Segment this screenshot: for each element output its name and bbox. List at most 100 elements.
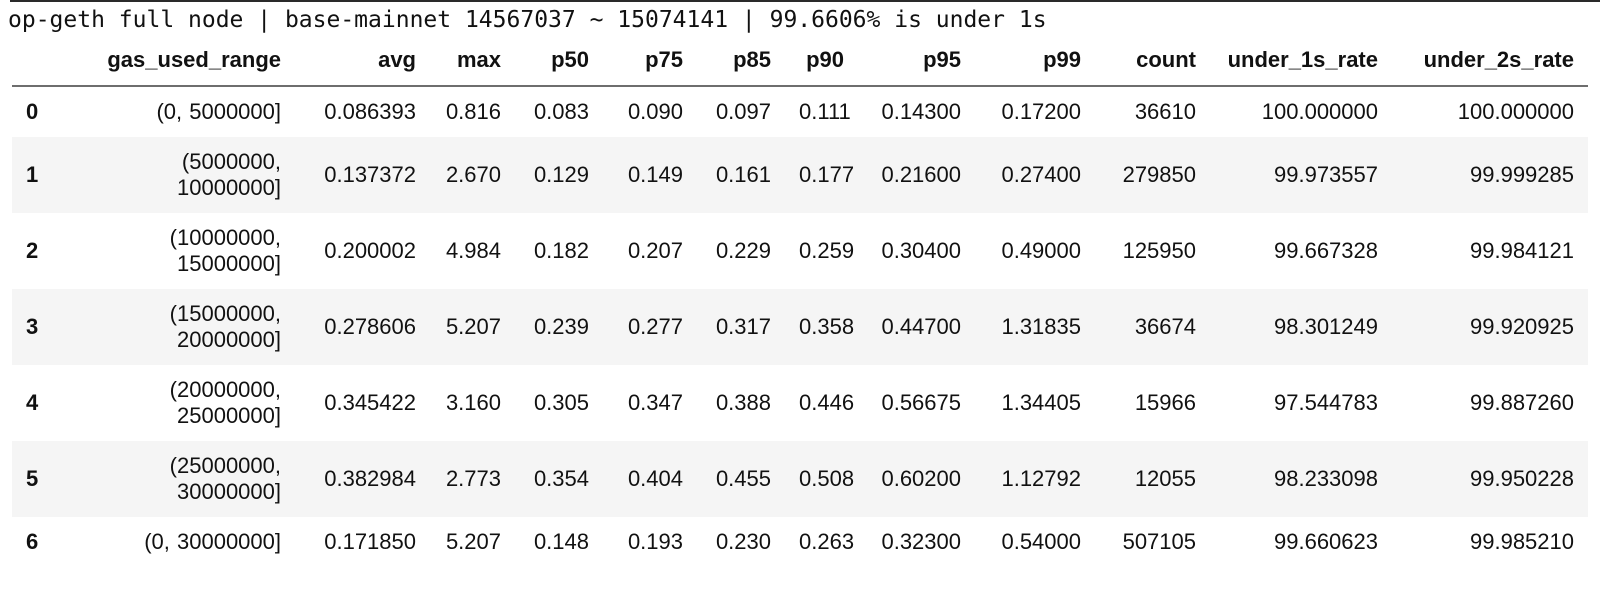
gas-used-range-cell: (0, 5000000]	[52, 86, 295, 137]
value-cell: 5.207	[445, 313, 501, 339]
gas-used-range-cell: (15000000, 20000000]	[52, 289, 295, 365]
value-cell: 0.171850	[324, 528, 416, 554]
row-index: 5	[26, 465, 39, 491]
column-header: p50	[515, 37, 603, 87]
value-cell: 99.660623	[1274, 528, 1378, 554]
column-header: under_1s_rate	[1210, 37, 1392, 87]
value-cell: 100.000000	[1457, 99, 1574, 125]
value-cell: 0.317	[715, 313, 771, 339]
index-column-header	[12, 37, 52, 87]
row-index: 4	[26, 389, 39, 415]
value-cell: 99.973557	[1274, 161, 1378, 187]
column-header: p95	[858, 37, 975, 87]
column-header: max	[430, 37, 515, 87]
value-cell: 0.137372	[324, 161, 416, 187]
value-cell: 0.193	[627, 528, 683, 554]
value-cell: 1.12792	[1001, 465, 1081, 491]
value-cell: 97.544783	[1274, 389, 1378, 415]
value-cell: 0.161	[715, 161, 771, 187]
row-index: 1	[26, 161, 39, 187]
value-cell: 0.44700	[881, 313, 961, 339]
value-cell: 0.816	[445, 99, 501, 125]
value-cell: 0.305	[533, 389, 589, 415]
value-cell: 15966	[1134, 389, 1196, 415]
column-header: p90	[785, 37, 858, 87]
gas-used-range-text: (0, 5000000]	[156, 99, 281, 125]
value-cell: 1.34405	[1001, 389, 1081, 415]
top-divider-rule	[10, 0, 1600, 2]
value-cell: 0.455	[715, 465, 771, 491]
value-cell: 0.148	[533, 528, 589, 554]
row-index: 2	[26, 237, 39, 263]
column-header: p99	[975, 37, 1095, 87]
value-cell: 12055	[1134, 465, 1196, 491]
column-header: p85	[697, 37, 785, 87]
gas-used-range-text: (15000000, 20000000]	[169, 300, 281, 352]
value-cell: 2.773	[445, 465, 501, 491]
value-cell: 0.30400	[881, 237, 961, 263]
value-cell: 0.182	[533, 237, 589, 263]
value-cell: 99.950228	[1470, 465, 1574, 491]
value-cell: 3.160	[445, 389, 501, 415]
value-cell: 0.54000	[1001, 528, 1081, 554]
gas-used-range-text: (5000000, 10000000]	[177, 149, 281, 200]
value-cell: 0.230	[715, 528, 771, 554]
value-cell: 0.404	[627, 465, 683, 491]
value-cell: 0.382984	[324, 465, 416, 491]
value-cell: 5.207	[445, 528, 501, 554]
value-cell: 0.083	[533, 99, 589, 125]
value-cell: 0.60200	[881, 465, 961, 491]
gas-used-range-cell: (5000000, 10000000]	[52, 137, 295, 213]
value-cell: 0.207	[627, 237, 683, 263]
table-row: 1 (5000000, 10000000] 0.137372 2.670 0.129 0.…	[12, 137, 1588, 213]
value-cell: 0.345422	[324, 389, 416, 415]
value-cell: 0.086393	[324, 99, 416, 125]
value-cell: 0.239	[533, 313, 589, 339]
value-cell: 0.17200	[1001, 99, 1081, 125]
value-cell: 99.985210	[1470, 528, 1574, 554]
gas-used-range-cell: (0, 30000000]	[52, 517, 295, 567]
column-header: count	[1095, 37, 1210, 87]
value-cell: 4.984	[445, 237, 501, 263]
table-row: 6 (0, 30000000] 0.171850 5.207 0.148 0.193 0.2…	[12, 517, 1588, 567]
dataframe-body: 0 (0, 5000000] 0.086393 0.816 0.083 0.090 0.09…	[12, 86, 1588, 567]
row-index: 0	[26, 99, 39, 124]
value-cell: 0.277	[627, 313, 683, 339]
value-cell: 0.229	[715, 237, 771, 263]
value-cell: 0.388	[715, 389, 771, 415]
value-cell: 0.149	[627, 161, 683, 187]
gas-used-range-cell: (25000000, 30000000]	[52, 441, 295, 517]
value-cell: 1.31835	[1001, 313, 1081, 339]
value-cell: 507105	[1122, 528, 1196, 554]
value-cell: 2.670	[445, 161, 501, 187]
dataframe-header: gas_used_range avg max p50 p75 p85 p90 p95 p99 co…	[12, 37, 1588, 87]
value-cell: 0.263	[799, 528, 855, 554]
value-cell: 98.301249	[1274, 313, 1378, 339]
table-row: 4 (20000000, 25000000] 0.345422 3.160 0.305 0…	[12, 365, 1588, 441]
value-cell: 0.49000	[1001, 237, 1081, 263]
column-header: p75	[603, 37, 697, 87]
value-cell: 0.129	[533, 161, 589, 187]
value-cell: 0.21600	[881, 161, 961, 187]
table-row: 0 (0, 5000000] 0.086393 0.816 0.083 0.090 0.09…	[12, 86, 1588, 137]
value-cell: 99.984121	[1470, 237, 1574, 263]
gas-used-range-text: (20000000, 25000000]	[169, 376, 281, 428]
value-cell: 0.358	[799, 313, 855, 339]
table-row: 2 (10000000, 15000000] 0.200002 4.984 0.182 0…	[12, 213, 1588, 289]
stdout-text: op-geth full node | base-mainnet 1456703…	[8, 7, 1047, 33]
value-cell: 99.887260	[1470, 389, 1574, 415]
value-cell: 0.354	[533, 465, 589, 491]
gas-used-range-text: (0, 30000000]	[144, 528, 281, 554]
value-cell: 0.090	[627, 99, 683, 125]
row-index: 3	[26, 313, 39, 339]
value-cell: 98.233098	[1274, 465, 1378, 491]
value-cell: 279850	[1122, 161, 1196, 187]
column-header: under_2s_rate	[1392, 37, 1588, 87]
value-cell: 0.56675	[881, 389, 961, 415]
value-cell: 0.508	[799, 465, 855, 491]
value-cell: 125950	[1122, 237, 1196, 263]
value-cell: 0.32300	[881, 528, 961, 554]
value-cell: 0.097	[715, 99, 771, 125]
value-cell: 0.177	[799, 161, 855, 187]
